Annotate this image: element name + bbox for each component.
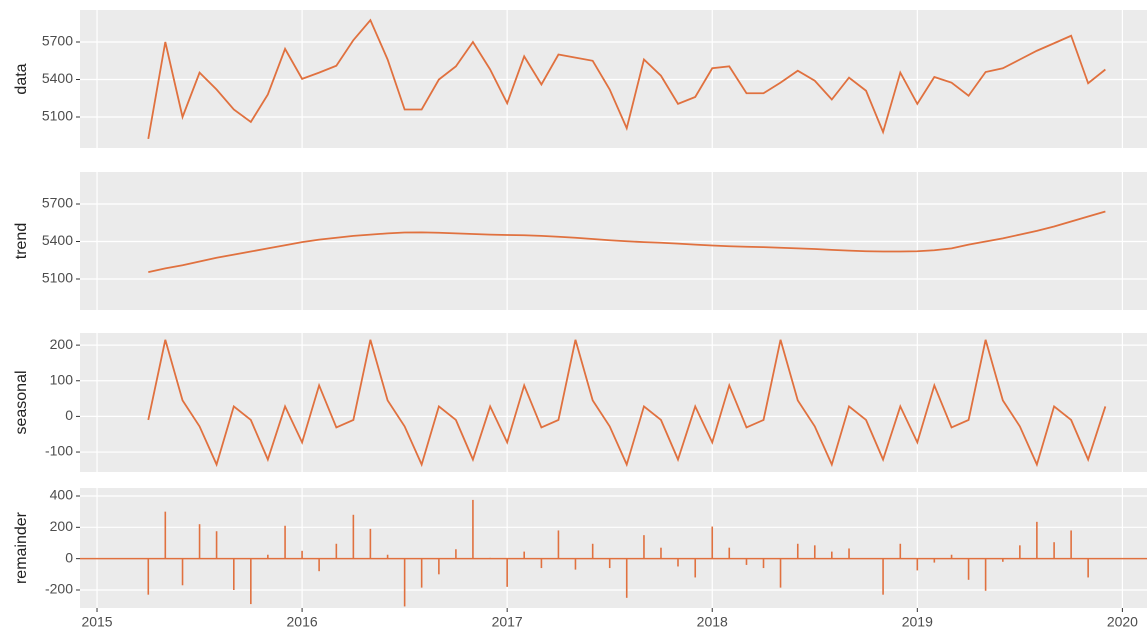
x-tick-label: 2017	[492, 614, 523, 630]
y-tick-label: 100	[50, 371, 74, 387]
y-tick-label: 5100	[42, 270, 73, 286]
y-tick-label: 200	[50, 336, 74, 352]
y-axis-title: data	[13, 63, 30, 94]
x-tick-label: 2018	[697, 614, 728, 630]
x-tick-label: 2019	[902, 614, 933, 630]
y-tick-label: 0	[65, 407, 73, 423]
x-tick-label: 2020	[1107, 614, 1138, 630]
y-tick-label: -200	[45, 581, 73, 597]
x-tick-label: 2016	[287, 614, 318, 630]
x-tick-label: 2015	[81, 614, 112, 630]
y-tick-label: 5100	[42, 108, 73, 124]
y-axis-title: seasonal	[13, 370, 30, 434]
y-tick-label: -100	[45, 443, 73, 459]
y-axis-title: remainder	[13, 511, 30, 584]
y-tick-label: 5400	[42, 232, 73, 248]
series-line	[147, 18, 1106, 140]
series-line	[148, 210, 1106, 274]
panel-background	[80, 488, 1147, 608]
y-tick-label: 5700	[42, 33, 73, 49]
y-tick-label: 0	[65, 549, 73, 565]
panel-background	[80, 333, 1147, 472]
y-tick-label: 5700	[42, 195, 73, 211]
y-tick-label: 200	[50, 518, 74, 534]
y-axis-title: trend	[13, 223, 30, 259]
y-tick-label: 5400	[42, 70, 73, 86]
series-line	[147, 339, 1107, 468]
y-tick-label: 400	[50, 487, 74, 503]
